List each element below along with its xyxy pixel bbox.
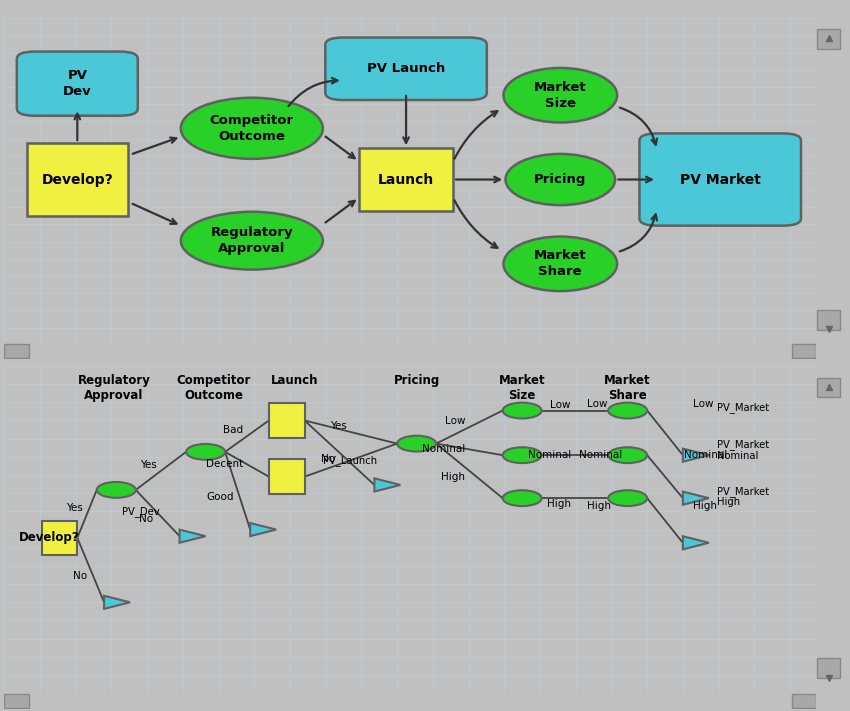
Text: Nominal: Nominal [684, 450, 728, 460]
Text: No: No [72, 571, 87, 581]
Bar [791, 344, 816, 358]
Text: Low: Low [445, 416, 465, 426]
Circle shape [502, 490, 541, 506]
Polygon shape [683, 491, 709, 505]
Text: No: No [321, 454, 336, 464]
Text: High: High [693, 501, 717, 511]
Text: PV Launch: PV Launch [367, 63, 445, 75]
Text: Regulatory
Approval: Regulatory Approval [77, 374, 150, 402]
Text: Pricing: Pricing [534, 173, 586, 186]
Bar [791, 694, 816, 708]
Polygon shape [683, 449, 709, 461]
Text: PV_Launch: PV_Launch [323, 455, 377, 466]
Bar [269, 459, 304, 494]
Text: High: High [587, 501, 611, 511]
Text: PV_Market
High: PV_Market High [717, 486, 769, 508]
Bar [817, 29, 841, 49]
Bar [817, 658, 841, 678]
Text: Nominal: Nominal [579, 450, 622, 460]
Bar [4, 694, 29, 708]
Text: PV Market: PV Market [680, 173, 761, 186]
Polygon shape [374, 479, 400, 491]
Text: Yes: Yes [66, 503, 83, 513]
Text: Launch: Launch [271, 374, 319, 387]
Text: Decent: Decent [206, 459, 243, 469]
Ellipse shape [181, 97, 323, 159]
Circle shape [609, 402, 647, 419]
Text: Competitor
Outcome: Competitor Outcome [177, 374, 251, 402]
Text: Market
Size: Market Size [534, 81, 586, 109]
Text: Yes: Yes [330, 421, 347, 431]
Circle shape [502, 447, 541, 463]
Bar [817, 378, 841, 397]
Circle shape [502, 402, 541, 419]
Polygon shape [104, 596, 130, 609]
Text: Nominal: Nominal [528, 450, 571, 460]
Text: Bad: Bad [223, 425, 243, 435]
Text: PV_Dev: PV_Dev [122, 506, 160, 517]
Ellipse shape [181, 212, 323, 269]
Text: Launch: Launch [378, 173, 434, 186]
Text: Market
Size: Market Size [499, 374, 546, 402]
Ellipse shape [503, 237, 617, 291]
FancyBboxPatch shape [17, 52, 138, 116]
Bar [42, 520, 77, 555]
Text: Pricing: Pricing [394, 374, 439, 387]
Text: Develop?: Develop? [19, 531, 80, 545]
Text: Regulatory
Approval: Regulatory Approval [211, 226, 293, 255]
Circle shape [397, 436, 436, 451]
Bar [817, 310, 841, 330]
Polygon shape [250, 523, 276, 536]
Ellipse shape [503, 68, 617, 122]
Polygon shape [179, 530, 206, 542]
Text: Yes: Yes [140, 460, 157, 470]
Polygon shape [683, 536, 709, 550]
Text: PV_Market
Nominal: PV_Market Nominal [717, 439, 769, 461]
Text: Market
Share: Market Share [534, 250, 586, 278]
Text: Market
Share: Market Share [604, 374, 651, 402]
Bar [26, 143, 128, 216]
FancyBboxPatch shape [639, 134, 801, 225]
Text: Competitor
Outcome: Competitor Outcome [210, 114, 294, 143]
Bar [4, 344, 29, 358]
Text: Nominal: Nominal [422, 444, 465, 454]
Circle shape [609, 490, 647, 506]
Text: High: High [441, 472, 465, 482]
Bar [360, 148, 453, 211]
Text: Develop?: Develop? [42, 173, 113, 186]
Circle shape [97, 482, 136, 498]
Text: Low: Low [587, 399, 608, 409]
Ellipse shape [506, 154, 615, 205]
Text: Low: Low [693, 399, 713, 409]
Text: PV_Market: PV_Market [717, 402, 769, 412]
Text: High: High [547, 499, 571, 509]
Text: Good: Good [206, 492, 234, 502]
Text: Low: Low [550, 400, 571, 410]
Circle shape [186, 444, 225, 460]
Circle shape [609, 447, 647, 463]
Bar [269, 403, 304, 438]
Text: No: No [139, 514, 154, 524]
FancyBboxPatch shape [326, 38, 487, 100]
Text: PV
Dev: PV Dev [63, 69, 92, 98]
